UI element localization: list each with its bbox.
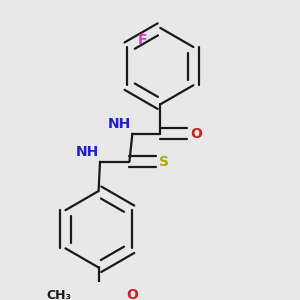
Text: NH: NH <box>75 145 99 159</box>
Text: S: S <box>159 155 169 169</box>
Text: NH: NH <box>108 117 131 131</box>
Text: F: F <box>137 33 147 47</box>
Text: O: O <box>190 127 202 141</box>
Text: CH₃: CH₃ <box>46 289 71 300</box>
Text: O: O <box>127 288 138 300</box>
